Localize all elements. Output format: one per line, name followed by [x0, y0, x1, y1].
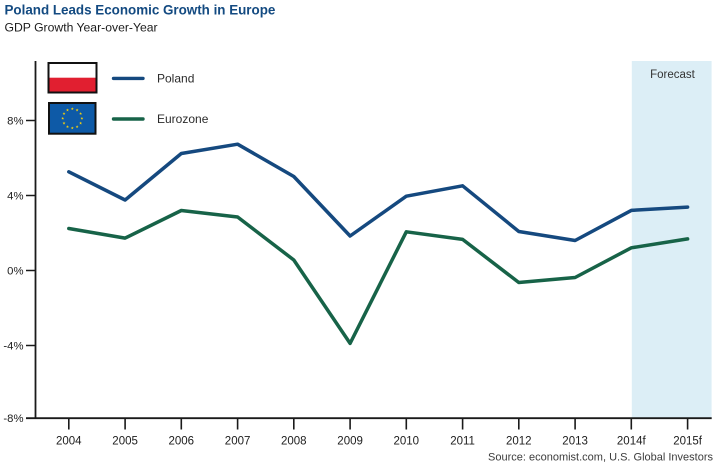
svg-text:2014f: 2014f	[617, 436, 647, 448]
svg-text:-8%: -8%	[3, 413, 23, 425]
svg-text:2008: 2008	[281, 436, 307, 448]
svg-text:2011: 2011	[450, 436, 475, 448]
svg-text:2013: 2013	[562, 436, 588, 448]
svg-text:Poland Leads Economic Growth i: Poland Leads Economic Growth in Europe	[5, 2, 276, 17]
svg-text:2007: 2007	[225, 436, 251, 448]
svg-text:Eurozone: Eurozone	[157, 112, 209, 126]
svg-text:2010: 2010	[394, 436, 420, 448]
svg-text:Poland: Poland	[157, 72, 194, 86]
svg-text:2005: 2005	[112, 436, 138, 448]
svg-text:4%: 4%	[7, 190, 23, 202]
svg-text:-4%: -4%	[3, 340, 23, 352]
svg-text:2012: 2012	[506, 436, 532, 448]
svg-text:0%: 0%	[7, 265, 23, 277]
svg-text:Source: economist.com, U.S. Gl: Source: economist.com, U.S. Global Inves…	[488, 452, 713, 464]
svg-text:8%: 8%	[7, 115, 23, 127]
svg-text:Forecast: Forecast	[650, 69, 696, 81]
svg-text:2009: 2009	[337, 436, 363, 448]
svg-text:2004: 2004	[56, 436, 82, 448]
svg-text:2006: 2006	[169, 436, 195, 448]
svg-text:GDP Growth Year-over-Year: GDP Growth Year-over-Year	[5, 21, 158, 35]
svg-text:2015f: 2015f	[673, 436, 703, 448]
